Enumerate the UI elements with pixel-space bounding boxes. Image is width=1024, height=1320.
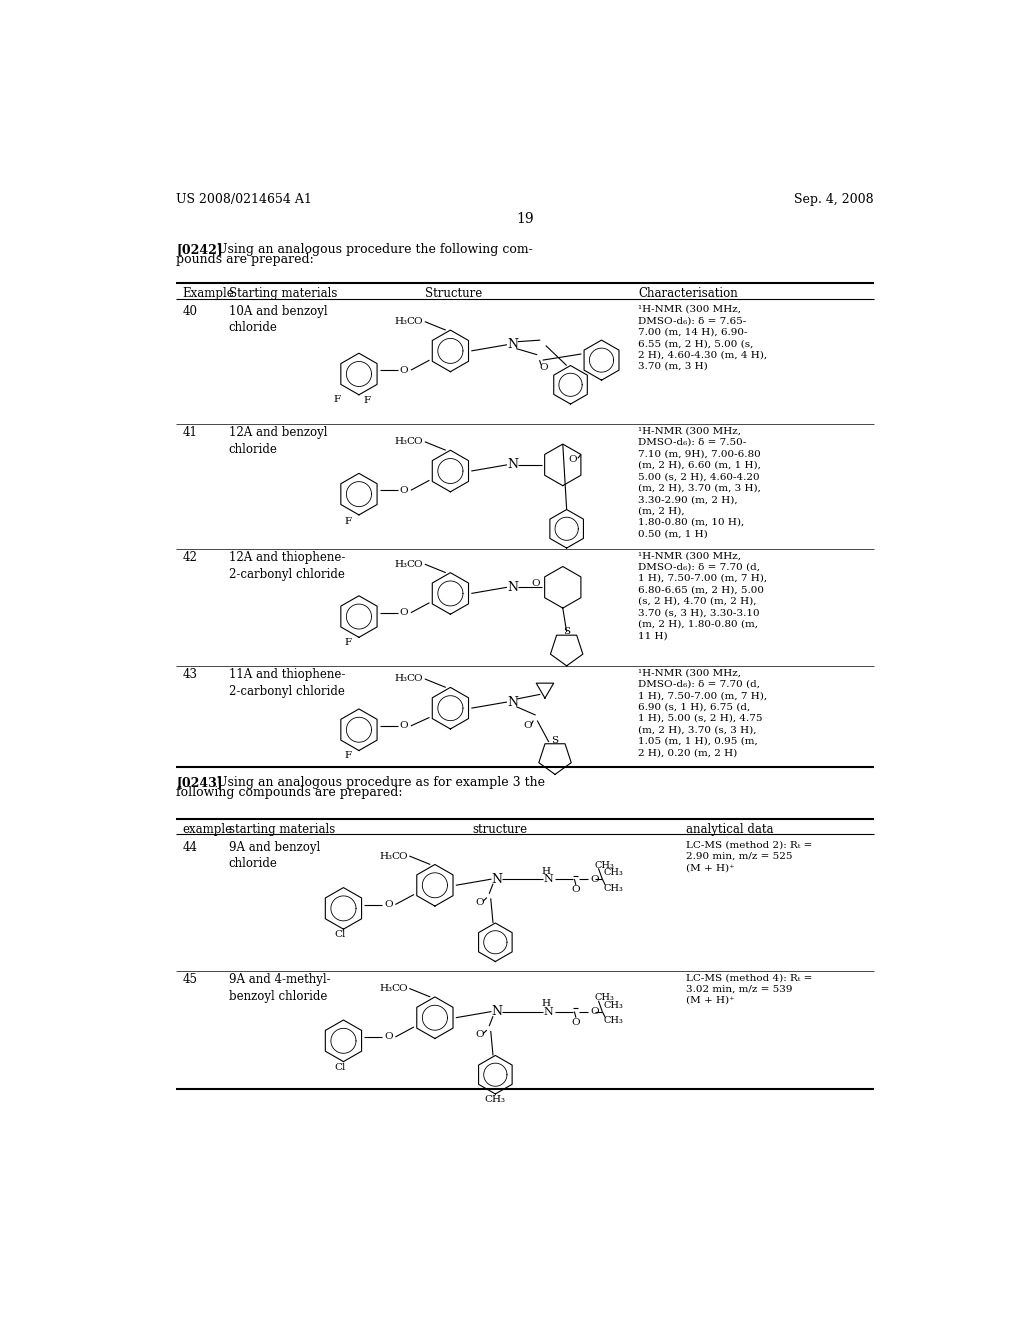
Text: F: F — [344, 516, 351, 525]
Text: US 2008/0214654 A1: US 2008/0214654 A1 — [176, 193, 312, 206]
Text: O: O — [414, 560, 422, 569]
Text: 11A and thiophene-
2-carbonyl chloride: 11A and thiophene- 2-carbonyl chloride — [228, 668, 345, 698]
Text: O: O — [399, 722, 409, 730]
Text: ¹H-NMR (300 MHz,
DMSO-d₆): δ = 7.65-
7.00 (m, 14 H), 6.90-
6.55 (m, 2 H), 5.00 (: ¹H-NMR (300 MHz, DMSO-d₆): δ = 7.65- 7.0… — [638, 305, 767, 371]
Text: 43: 43 — [182, 668, 198, 681]
Text: ¹H-NMR (300 MHz,
DMSO-d₆): δ = 7.50-
7.10 (m, 9H), 7.00-6.80
(m, 2 H), 6.60 (m, : ¹H-NMR (300 MHz, DMSO-d₆): δ = 7.50- 7.1… — [638, 426, 761, 539]
Text: pounds are prepared:: pounds are prepared: — [176, 253, 313, 267]
Text: 45: 45 — [182, 973, 198, 986]
Text: N: N — [507, 696, 518, 709]
Text: Sep. 4, 2008: Sep. 4, 2008 — [794, 193, 873, 206]
Text: 40: 40 — [182, 305, 198, 318]
Text: H: H — [542, 867, 550, 876]
Text: 9A and 4-methyl-
benzoyl chloride: 9A and 4-methyl- benzoyl chloride — [228, 973, 331, 1003]
Text: N: N — [544, 874, 554, 884]
Text: 42: 42 — [182, 552, 198, 564]
Text: [0242]: [0242] — [176, 243, 223, 256]
Text: LC-MS (method 2): Rₜ =
2.90 min, m/z = 525
(M + H)⁺: LC-MS (method 2): Rₜ = 2.90 min, m/z = 5… — [686, 841, 812, 873]
Text: 41: 41 — [182, 426, 198, 440]
Text: O: O — [399, 486, 409, 495]
Text: O: O — [414, 675, 422, 684]
Text: S: S — [563, 627, 570, 636]
Text: LC-MS (method 4): Rₜ =
3.02 min, m/z = 539
(M + H)⁺: LC-MS (method 4): Rₜ = 3.02 min, m/z = 5… — [686, 973, 812, 1005]
Text: N: N — [507, 581, 518, 594]
Text: 44: 44 — [182, 841, 198, 854]
Text: Using an analogous procedure the following com-: Using an analogous procedure the followi… — [209, 243, 534, 256]
Text: N: N — [507, 338, 518, 351]
Text: O: O — [590, 875, 598, 883]
Text: Cl: Cl — [335, 931, 346, 939]
Text: Example: Example — [182, 286, 234, 300]
Text: O: O — [531, 578, 540, 587]
Text: ¹H-NMR (300 MHz,
DMSO-d₆): δ = 7.70 (d,
1 H), 7.50-7.00 (m, 7 H),
6.80-6.65 (m, : ¹H-NMR (300 MHz, DMSO-d₆): δ = 7.70 (d, … — [638, 552, 767, 640]
Text: F: F — [344, 751, 351, 760]
Text: O: O — [399, 366, 409, 375]
Text: CH₃: CH₃ — [604, 869, 624, 878]
Text: H₃C: H₃C — [394, 437, 416, 446]
Text: F: F — [364, 396, 371, 405]
Text: O: O — [539, 363, 548, 372]
Text: O: O — [384, 1032, 393, 1041]
Text: H₃C: H₃C — [379, 983, 400, 993]
Text: O: O — [399, 609, 409, 618]
Text: CH₃: CH₃ — [484, 1094, 506, 1104]
Text: CH₃: CH₃ — [604, 1016, 624, 1026]
Text: Structure: Structure — [425, 286, 482, 300]
Text: O: O — [414, 317, 422, 326]
Text: H₃C: H₃C — [394, 560, 416, 569]
Text: H₃C: H₃C — [394, 675, 416, 684]
Text: [0243]: [0243] — [176, 776, 222, 789]
Text: 9A and benzoyl
chloride: 9A and benzoyl chloride — [228, 841, 319, 870]
Text: 19: 19 — [516, 213, 534, 226]
Text: O: O — [571, 1018, 581, 1027]
Text: Cl: Cl — [335, 1063, 346, 1072]
Text: O: O — [475, 1030, 484, 1039]
Text: H: H — [542, 999, 550, 1008]
Text: O: O — [414, 437, 422, 446]
Text: CH₃: CH₃ — [595, 861, 614, 870]
Text: O: O — [590, 1007, 598, 1016]
Text: O: O — [569, 454, 578, 463]
Text: N: N — [507, 458, 518, 471]
Text: ¹H-NMR (300 MHz,
DMSO-d₆): δ = 7.70 (d,
1 H), 7.50-7.00 (m, 7 H),
6.90 (s, 1 H),: ¹H-NMR (300 MHz, DMSO-d₆): δ = 7.70 (d, … — [638, 668, 767, 758]
Text: N: N — [492, 1005, 503, 1018]
Text: O: O — [384, 900, 393, 909]
Text: O: O — [571, 886, 581, 895]
Text: O: O — [398, 851, 407, 861]
Text: N: N — [492, 873, 503, 886]
Text: following compounds are prepared:: following compounds are prepared: — [176, 785, 402, 799]
Text: starting materials: starting materials — [228, 822, 335, 836]
Text: CH₃: CH₃ — [604, 1001, 624, 1010]
Text: Characterisation: Characterisation — [638, 286, 737, 300]
Text: F: F — [334, 395, 341, 404]
Text: O: O — [523, 721, 532, 730]
Text: S: S — [552, 737, 558, 744]
Text: CH₃: CH₃ — [604, 884, 624, 892]
Text: H₃C: H₃C — [394, 317, 416, 326]
Text: F: F — [344, 639, 351, 647]
Text: example: example — [182, 822, 232, 836]
Text: H₃C: H₃C — [379, 851, 400, 861]
Text: structure: structure — [472, 822, 527, 836]
Text: N: N — [544, 1007, 554, 1016]
Text: Using an analogous procedure as for example 3 the: Using an analogous procedure as for exam… — [209, 776, 546, 789]
Text: CH₃: CH₃ — [595, 993, 614, 1002]
Text: Starting materials: Starting materials — [228, 286, 337, 300]
Text: analytical data: analytical data — [686, 822, 773, 836]
Text: O: O — [398, 983, 407, 993]
Text: 10A and benzoyl
chloride: 10A and benzoyl chloride — [228, 305, 328, 334]
Text: 12A and thiophene-
2-carbonyl chloride: 12A and thiophene- 2-carbonyl chloride — [228, 552, 345, 581]
Text: 12A and benzoyl
chloride: 12A and benzoyl chloride — [228, 426, 328, 455]
Text: O: O — [475, 898, 484, 907]
